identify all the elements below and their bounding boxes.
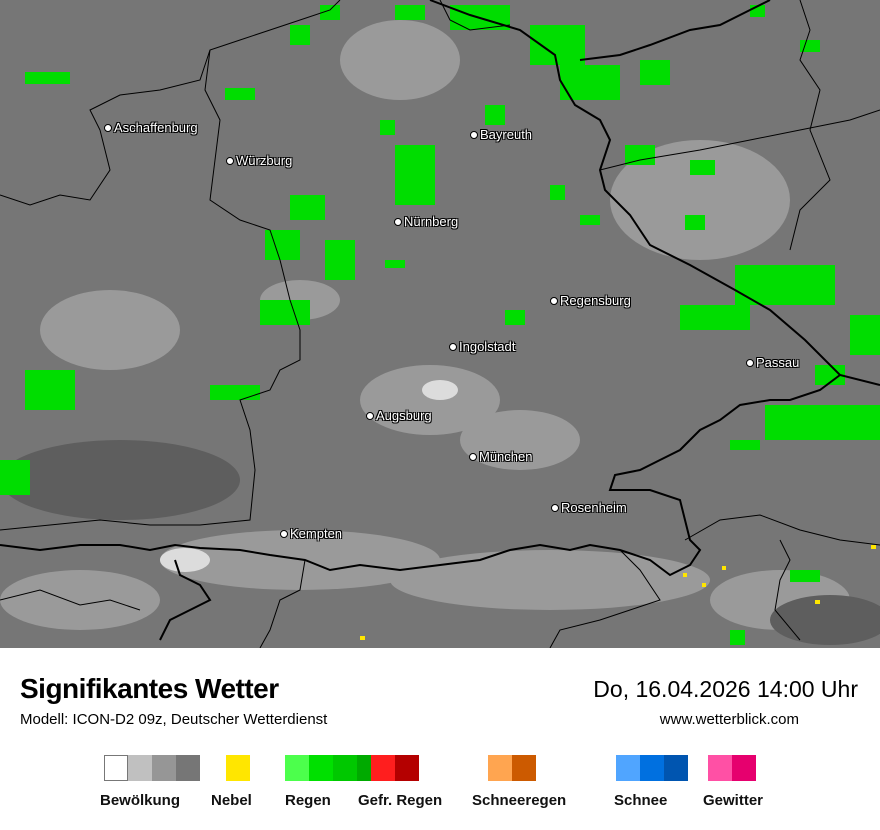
city-label: Würzburg xyxy=(236,153,293,168)
legend-label: Nebel xyxy=(211,792,252,809)
city-aschaffenburg: Aschaffenburg xyxy=(104,120,198,135)
rain-areas xyxy=(0,5,880,645)
borders xyxy=(0,0,880,648)
legend-swatch xyxy=(333,755,357,781)
cloud-light-patches xyxy=(0,20,850,630)
legend-swatch xyxy=(285,755,309,781)
city-marker-icon xyxy=(470,130,478,139)
legend-swatch xyxy=(732,755,756,781)
city-ingolstadt: Ingolstadt xyxy=(449,339,516,354)
cloud-dark-patches xyxy=(0,440,880,645)
cloud-white-patches xyxy=(160,380,458,572)
legend-swatch xyxy=(309,755,333,781)
legend-swatch xyxy=(640,755,664,781)
city-label: Passau xyxy=(756,355,800,370)
city-label: München xyxy=(479,449,533,464)
legend-swatch-group xyxy=(371,755,419,781)
city-label: Aschaffenburg xyxy=(114,120,198,135)
legend-swatch xyxy=(395,755,419,781)
city-augsburg: Augsburg xyxy=(366,408,432,423)
legend-swatch xyxy=(128,755,152,781)
model-info: Modell: ICON-D2 09z, Deutscher Wetterdie… xyxy=(20,711,328,728)
fog-spots xyxy=(360,545,876,640)
legend-label: Gefr. Regen xyxy=(358,792,443,809)
city-bayreuth: Bayreuth xyxy=(470,127,533,142)
legend-swatch xyxy=(104,755,128,781)
city-marker-icon xyxy=(746,358,754,367)
legend-swatch xyxy=(616,755,640,781)
city-kempten: Kempten xyxy=(280,526,343,541)
legend-swatch xyxy=(371,755,395,781)
city-label: Kempten xyxy=(290,526,343,541)
forecast-datetime: Do, 16.04.2026 14:00 Uhr xyxy=(593,676,858,702)
legend-label: Schnee xyxy=(614,792,668,809)
legend-swatch xyxy=(708,755,732,781)
weather-map[interactable]: Aschaffenburg Würzburg Bayreuth Nürnberg… xyxy=(0,0,880,648)
city-marker-icon xyxy=(226,156,234,165)
city-muenchen: München xyxy=(469,449,533,464)
legend-label: Regen xyxy=(285,792,331,809)
city-marker-icon xyxy=(280,529,288,538)
city-rosenheim: Rosenheim xyxy=(551,500,627,515)
legend-label: Gewitter xyxy=(703,792,764,809)
city-passau: Passau xyxy=(746,355,800,370)
legend-swatch xyxy=(176,755,200,781)
legend-swatch-group xyxy=(226,755,250,781)
city-label: Ingolstadt xyxy=(459,339,516,354)
legend-swatch-group xyxy=(488,755,536,781)
city-label: Augsburg xyxy=(376,408,432,423)
city-marker-icon xyxy=(550,296,558,305)
city-wuerzburg: Würzburg xyxy=(226,153,293,168)
legend-swatch-group xyxy=(285,755,381,781)
legend-swatch xyxy=(664,755,688,781)
legend-label: Bewölkung xyxy=(100,792,181,809)
map-title: Signifikantes Wetter xyxy=(20,673,279,704)
map-layers xyxy=(0,0,880,648)
legend-label: Schneeregen xyxy=(472,792,567,809)
legend-swatch-group xyxy=(616,755,688,781)
city-marker-icon xyxy=(551,503,559,512)
city-label: Regensburg xyxy=(560,293,631,308)
city-regensburg: Regensburg xyxy=(550,293,631,308)
city-marker-icon xyxy=(104,123,112,132)
legend-swatch xyxy=(152,755,176,781)
legend-swatch xyxy=(226,755,250,781)
city-marker-icon xyxy=(449,342,457,351)
legend-swatch-group xyxy=(104,755,200,781)
city-nuernberg: Nürnberg xyxy=(394,214,459,229)
legend-swatch xyxy=(512,755,536,781)
city-label: Nürnberg xyxy=(404,214,459,229)
city-label: Bayreuth xyxy=(480,127,533,142)
website-link: www.wetterblick.com xyxy=(659,711,799,728)
city-label: Rosenheim xyxy=(561,500,627,515)
legend-swatch xyxy=(488,755,512,781)
city-marker-icon xyxy=(469,452,477,461)
city-marker-icon xyxy=(366,411,374,420)
city-marker-icon xyxy=(394,217,402,226)
legend-swatch-group xyxy=(708,755,756,781)
